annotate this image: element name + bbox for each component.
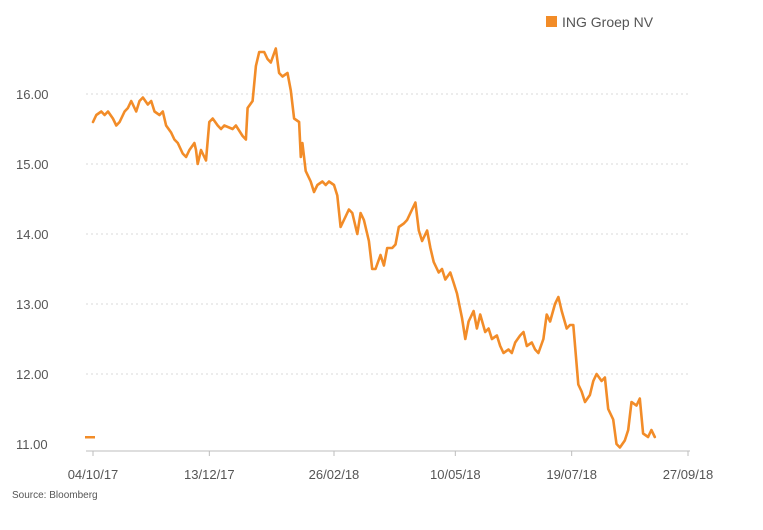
series-group xyxy=(85,47,657,449)
axis-marker xyxy=(85,436,95,439)
grid-lines xyxy=(86,93,690,375)
x-tick-label: 26/02/18 xyxy=(309,467,360,482)
legend: ING Groep NV xyxy=(546,14,654,30)
source-note: Source: Bloomberg xyxy=(12,490,98,501)
x-tick-label: 27/09/18 xyxy=(663,467,714,482)
x-tick-label: 13/12/17 xyxy=(184,467,235,482)
x-axis: 04/10/17 13/12/17 26/02/18 10/05/18 19/07/18… xyxy=(68,450,714,482)
series-line xyxy=(91,47,657,449)
y-tick-label: 13.00 xyxy=(16,297,49,312)
y-tick-label: 15.00 xyxy=(16,157,49,172)
legend-swatch xyxy=(546,16,557,27)
y-tick-label: 11.00 xyxy=(16,437,48,452)
y-tick-label: 14.00 xyxy=(16,227,49,242)
x-tick-label: 19/07/18 xyxy=(546,467,597,482)
y-axis: 11.00 12.00 13.00 14.00 15.00 16.00 xyxy=(16,87,49,452)
y-tick-label: 12.00 xyxy=(16,367,49,382)
y-tick-label: 16.00 xyxy=(16,87,49,102)
x-tick-label: 04/10/17 xyxy=(68,467,119,482)
legend-label: ING Groep NV xyxy=(562,14,654,30)
x-tick-label: 10/05/18 xyxy=(430,467,481,482)
